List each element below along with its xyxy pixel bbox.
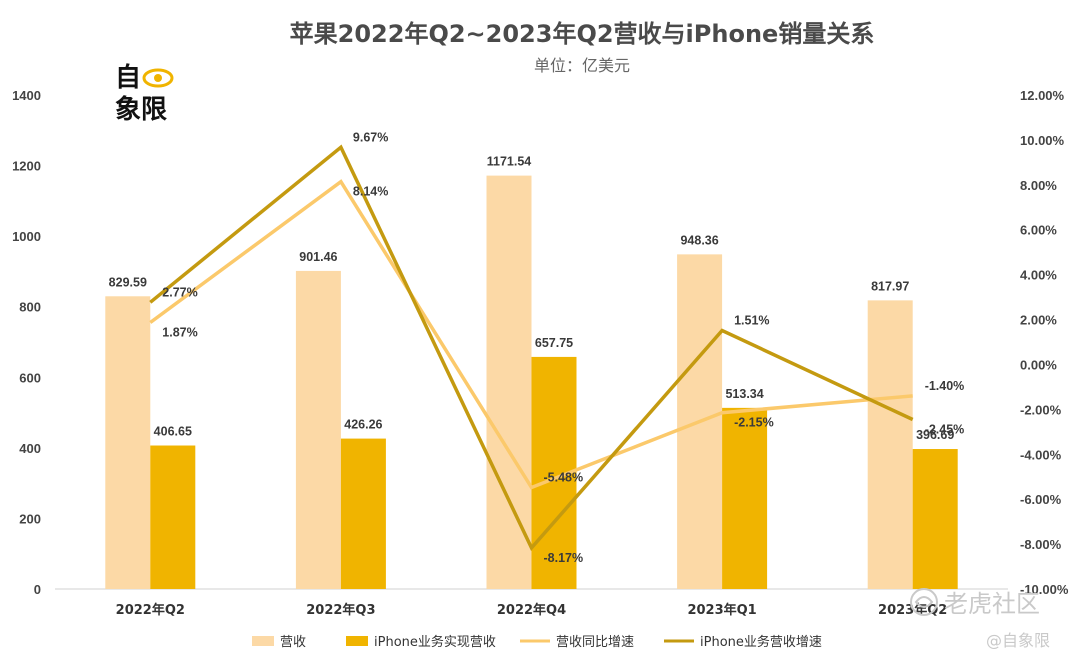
y-left-tick-label: 800: [19, 300, 41, 315]
y-left-tick-label: 1200: [12, 159, 41, 174]
bar-data-label: 817.97: [871, 279, 909, 293]
y-left-tick-label: 400: [19, 441, 41, 456]
line-data-label: 2.77%: [162, 285, 197, 299]
bar-data-label: 948.36: [680, 233, 718, 247]
legend: 营收 iPhone业务实现营收 营收同比增速 iPhone业务营收增速: [252, 634, 822, 650]
y-right-tick-label: 10.00%: [1020, 133, 1065, 148]
legend-label: iPhone业务营收增速: [700, 634, 822, 650]
legend-swatch: [252, 636, 274, 646]
x-tick-label: 2023年Q1: [687, 602, 756, 618]
y-right-tick-label: 2.00%: [1020, 313, 1057, 328]
bar-data-label: 657.75: [535, 336, 573, 350]
watermark-sub: @自象限: [986, 631, 1050, 650]
bar-iphone-revenue: [340, 438, 386, 589]
bars: [105, 175, 958, 590]
bar-iphone-revenue: [722, 407, 768, 589]
line-revenue-growth: [149, 179, 913, 490]
line-iphone-growth: [149, 144, 914, 552]
line-data-label: -2.45%: [925, 422, 965, 436]
watermark-main: 老虎社区: [944, 590, 1040, 618]
line-data-label: 1.51%: [734, 314, 769, 328]
y-right-tick-label: 6.00%: [1020, 223, 1057, 238]
bar-iphone-revenue: [150, 445, 196, 589]
line-data-label: 1.87%: [162, 325, 197, 339]
chart-subtitle: 单位：亿美元: [534, 56, 630, 75]
bar-data-label: 829.59: [109, 275, 147, 289]
line-data-label: 9.67%: [353, 130, 388, 144]
logo-line2: 象限: [115, 94, 167, 125]
y-right-tick-label: -6.00%: [1020, 492, 1062, 507]
line-data-label: -8.17%: [544, 551, 584, 565]
line-data-label: 8.14%: [353, 185, 388, 199]
watermark: 老虎社区 @自象限: [910, 588, 1050, 650]
chart-title: 苹果2022年Q2~2023年Q2营收与iPhone销量关系: [290, 20, 875, 48]
line-data-label: -5.48%: [544, 471, 584, 485]
line-data-label: -2.15%: [734, 416, 774, 430]
legend-label: iPhone业务实现营收: [374, 634, 496, 650]
bar-revenue: [867, 300, 913, 589]
tiger-logo-icon: [910, 588, 938, 616]
bar-data-label: 426.26: [344, 418, 382, 432]
line-data-label: -1.40%: [925, 379, 965, 393]
y-left-tick-label: 1400: [12, 88, 41, 103]
y-left-tick-label: 0: [34, 582, 41, 597]
logo-line1: 自: [115, 62, 141, 93]
bar-data-label: 513.34: [725, 387, 763, 401]
bar-data-label: 901.46: [299, 250, 337, 264]
y-right-tick-label: 4.00%: [1020, 268, 1057, 283]
bar-data-label: 1171.54: [487, 155, 532, 169]
eye-icon: [142, 68, 174, 88]
legend-label: 营收同比增速: [556, 635, 634, 650]
y-right-tick-label: -8.00%: [1020, 537, 1062, 552]
bar-revenue: [105, 296, 151, 589]
y-left-tick-label: 1000: [12, 229, 41, 244]
legend-swatch: [346, 636, 368, 646]
data-labels: 829.59 901.46 1171.54 948.36 817.97 406.65 426…: [109, 130, 965, 565]
x-tick-label: 2022年Q4: [497, 602, 566, 618]
bar-revenue: [295, 270, 341, 589]
bar-data-label: 396.69: [916, 428, 954, 442]
legend-label: 营收: [280, 635, 306, 650]
y-right-tick-label: -4.00%: [1020, 447, 1062, 462]
bar-revenue: [486, 175, 532, 589]
y-right-tick-label: -2.00%: [1020, 402, 1062, 417]
axes: 0 200 400 600 800 1000 1200 1400 -10.00% -8.00% -6…: [12, 88, 1069, 618]
y-right-tick-label: 8.00%: [1020, 178, 1057, 193]
lines: [149, 144, 914, 552]
x-tick-label: 2022年Q2: [116, 602, 185, 618]
y-right-tick-label: 0.00%: [1020, 357, 1057, 372]
x-tick-label: 2022年Q3: [306, 602, 375, 618]
bar-iphone-revenue: [912, 449, 958, 589]
y-left-tick-label: 600: [19, 370, 41, 385]
bar-data-label: 406.65: [154, 425, 192, 439]
y-left-tick-label: 200: [19, 511, 41, 526]
logo: 自 象限: [115, 62, 174, 125]
y-right-tick-label: -10.00%: [1020, 582, 1069, 597]
y-right-tick-label: 12.00%: [1020, 88, 1065, 103]
